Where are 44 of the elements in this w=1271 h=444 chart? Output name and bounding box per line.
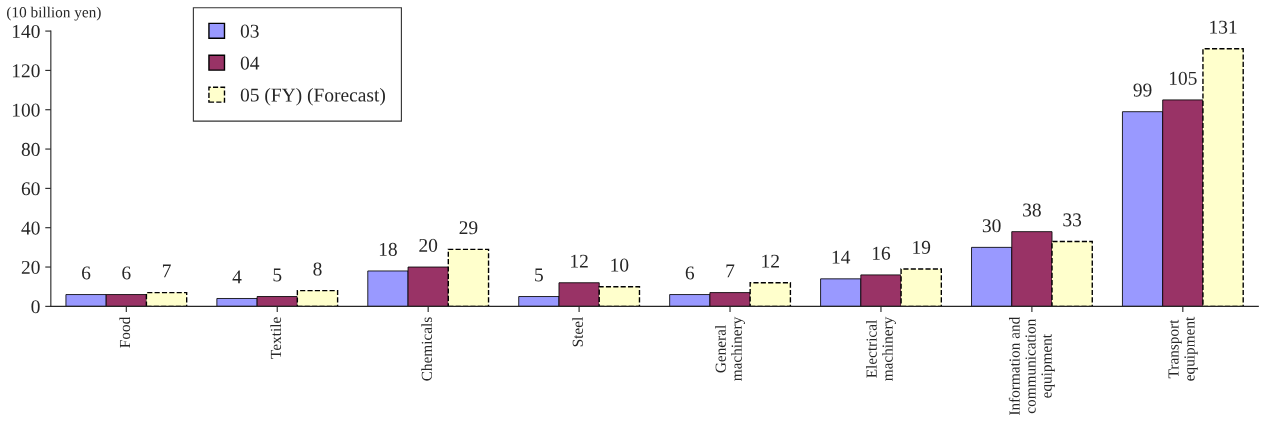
data-label: 10 (611, 258, 629, 272)
y-tick-label: 40 (21, 221, 40, 235)
legend-label: 05 (FY) (Forecast) (240, 87, 385, 106)
data-label: 4 (232, 270, 242, 284)
data-label: 7 (726, 264, 735, 278)
x-tick-label: Information and communication equipment (1008, 316, 1055, 416)
y-axis-title: (10 billion yen) (7, 6, 101, 21)
data-label: 5 (535, 268, 543, 282)
data-label: 18 (379, 242, 397, 256)
data-label: 30 (982, 219, 1001, 233)
x-tick-label: Transport equipment (1168, 316, 1198, 381)
data-label: 12 (571, 254, 588, 268)
y-tick-label: 100 (12, 103, 40, 117)
x-tick-label: Textile (270, 317, 282, 359)
x-tick-label: General machinery (715, 316, 745, 381)
data-label: 99 (1133, 83, 1152, 97)
data-label: 131 (1210, 20, 1237, 34)
y-tick-label: 120 (12, 64, 40, 78)
data-label: 33 (1063, 213, 1082, 227)
data-label: 12 (762, 254, 779, 268)
x-tick-label: Food (119, 316, 131, 348)
y-tick-label: 60 (21, 182, 40, 196)
data-label: 29 (459, 221, 478, 235)
y-tick-label: 0 (31, 300, 40, 314)
data-label: 6 (82, 266, 91, 280)
data-label: 7 (162, 264, 171, 278)
data-label: 6 (122, 266, 131, 280)
data-label: 16 (872, 246, 891, 260)
y-tick-label: 20 (21, 260, 40, 274)
data-label: 6 (685, 266, 695, 280)
y-tick-label: 140 (12, 24, 40, 39)
y-tick-label: 80 (21, 142, 40, 156)
data-label: 105 (1169, 71, 1197, 85)
data-label: 14 (832, 250, 851, 264)
data-label: 5 (273, 268, 282, 282)
data-label: 20 (419, 238, 438, 252)
x-tick-label: Steel (572, 317, 583, 347)
x-tick-label: Chemicals (421, 317, 432, 381)
data-label: 8 (313, 262, 322, 276)
legend-label: 03 (240, 24, 259, 38)
x-tick-label: Electrical machinery (866, 316, 896, 381)
data-label: 19 (913, 240, 931, 254)
data-label: 38 (1023, 203, 1041, 217)
legend-label: 04 (240, 56, 260, 70)
